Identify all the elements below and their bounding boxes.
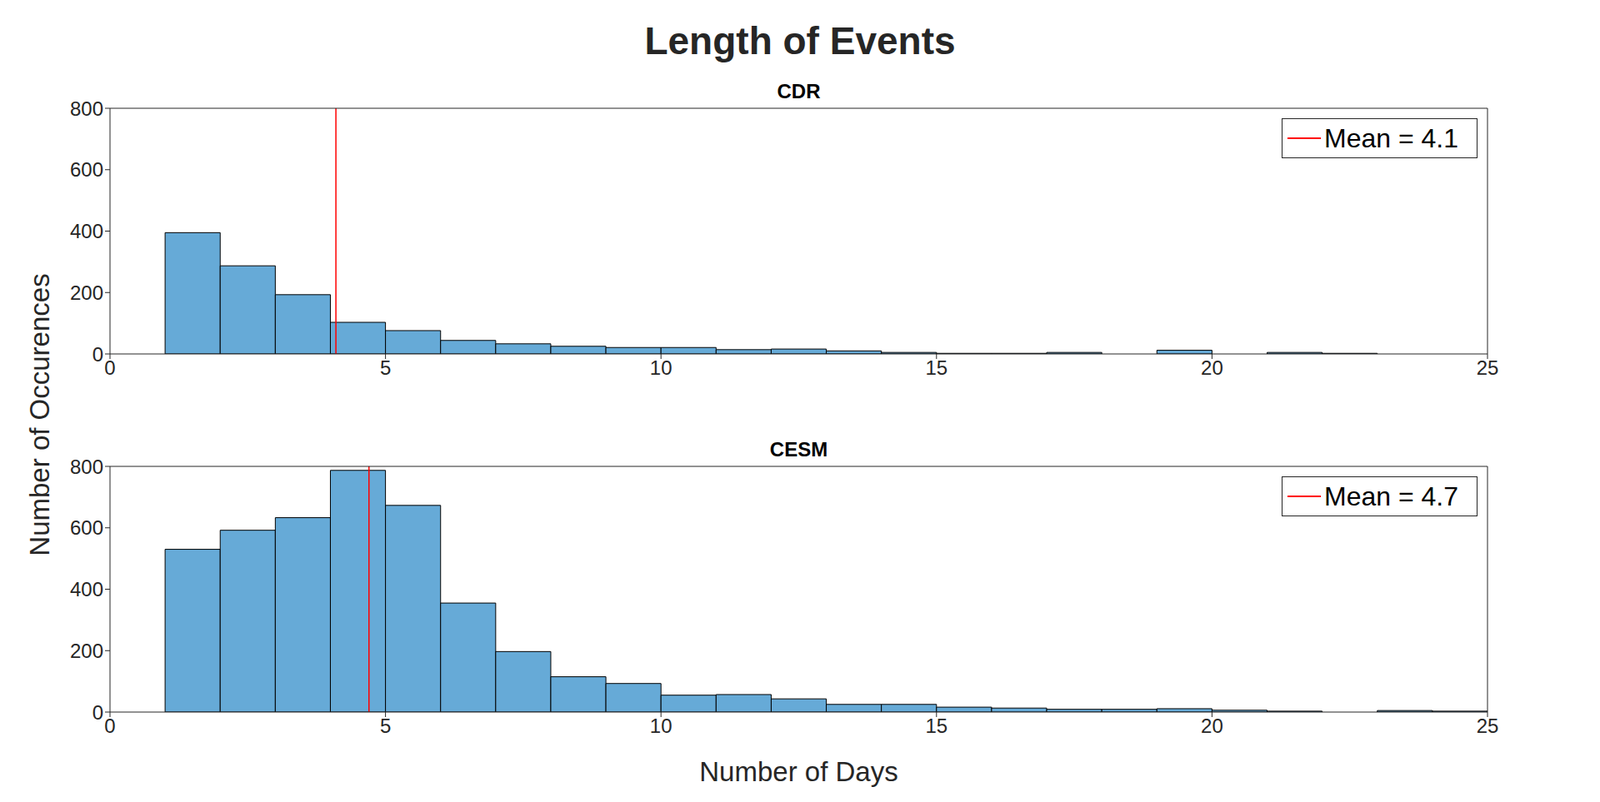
svg-text:5: 5 (380, 356, 391, 380)
svg-text:200: 200 (70, 640, 104, 663)
svg-text:0: 0 (104, 715, 115, 738)
svg-text:600: 600 (70, 516, 104, 540)
html-text:Length of Events: Length of Events (644, 19, 956, 63)
svg-text:25: 25 (1476, 356, 1500, 380)
html-text:Number of Days: Number of Days (699, 756, 899, 788)
svg-text:10: 10 (650, 356, 673, 380)
svg-text:200: 200 (70, 281, 104, 305)
svg-text:25: 25 (1476, 715, 1500, 738)
html-text:CESM: CESM (769, 438, 828, 461)
svg-text:0: 0 (92, 343, 104, 366)
svg-text:20: 20 (1200, 356, 1224, 380)
svg-text:800: 800 (70, 455, 104, 479)
html-text:Mean = 4.1: Mean = 4.1 (1324, 122, 1459, 153)
svg-text:15: 15 (925, 715, 948, 738)
svg-text:0: 0 (92, 701, 104, 725)
html-text:Number of Occurences: Number of Occurences (24, 273, 55, 557)
svg-text:400: 400 (70, 220, 104, 243)
svg-text:0: 0 (104, 356, 115, 380)
svg-text:20: 20 (1200, 715, 1224, 738)
html-text:Mean = 4.7: Mean = 4.7 (1324, 481, 1459, 512)
svg-text:15: 15 (925, 356, 948, 380)
html-text:CDR: CDR (777, 80, 821, 103)
svg-text:10: 10 (650, 715, 673, 738)
svg-text:800: 800 (70, 97, 104, 120)
svg-text:600: 600 (70, 158, 104, 181)
svg-text:400: 400 (70, 578, 104, 601)
svg-text:5: 5 (380, 715, 391, 738)
